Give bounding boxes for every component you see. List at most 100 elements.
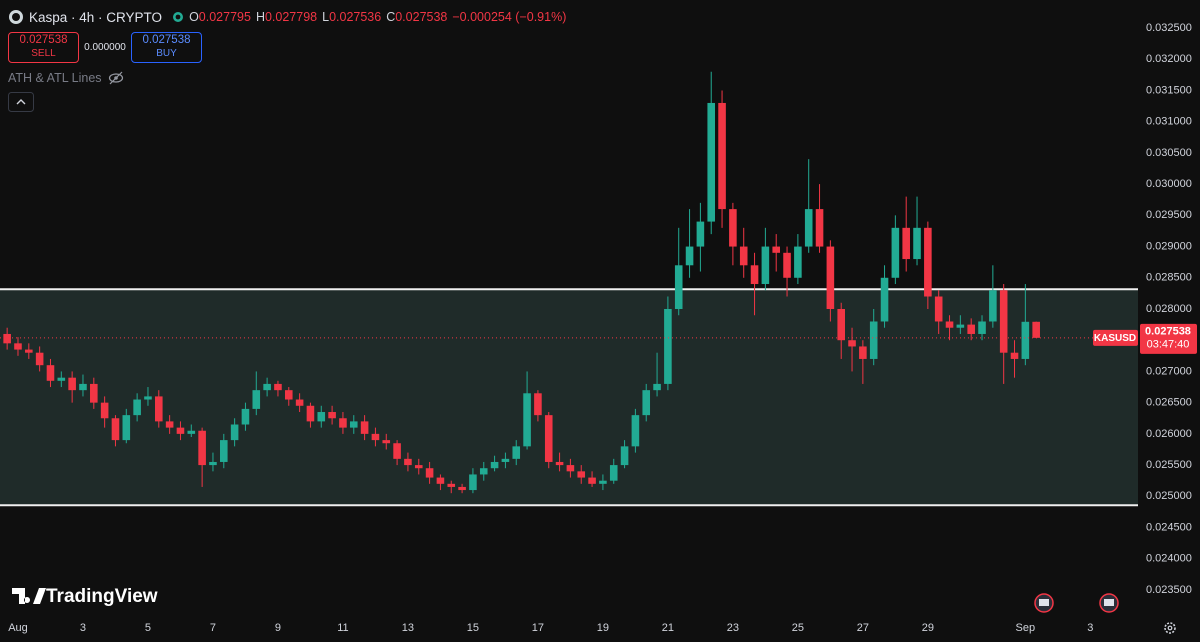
event-flag-icon bbox=[1039, 599, 1049, 606]
candle-body bbox=[924, 227, 932, 297]
settings-icon-core bbox=[1167, 625, 1173, 631]
candle-body bbox=[869, 321, 878, 359]
candle-body bbox=[198, 430, 206, 466]
candle-body bbox=[523, 393, 531, 447]
spread: 0.000000 bbox=[84, 41, 126, 53]
brand-name: TradingView bbox=[46, 586, 158, 607]
candle-body bbox=[111, 418, 120, 441]
y-tick-label: 0.032500 bbox=[1146, 22, 1192, 34]
candle-body bbox=[642, 390, 651, 416]
candle-body bbox=[794, 246, 802, 278]
candle-body bbox=[967, 324, 975, 334]
candle-body bbox=[317, 412, 326, 422]
countdown: 03:47:40 bbox=[1147, 339, 1190, 351]
candle-body bbox=[729, 209, 737, 247]
buy-price: 0.027538 bbox=[142, 34, 191, 46]
candle-body bbox=[978, 321, 986, 334]
candle-body bbox=[848, 340, 856, 347]
x-tick-label: 15 bbox=[467, 622, 479, 634]
price-tag-bg bbox=[1140, 323, 1197, 354]
candle-body bbox=[209, 461, 217, 466]
candle-body bbox=[284, 390, 293, 400]
candle-body bbox=[577, 471, 586, 478]
collapse-row bbox=[8, 92, 566, 112]
settings-icon bbox=[1164, 622, 1176, 634]
candle-body bbox=[46, 365, 55, 381]
chart-header: Kaspa · 4h · CRYPTO O 0.027795 H 0.027798 … bbox=[8, 7, 566, 112]
x-tick-label: 5 bbox=[145, 622, 151, 634]
hidden-icon[interactable] bbox=[108, 71, 124, 85]
candle-body bbox=[999, 290, 1008, 353]
candle-body bbox=[425, 468, 434, 478]
candle-body bbox=[469, 474, 477, 491]
candle-body bbox=[620, 446, 629, 466]
buy-button[interactable]: 0.027538 BUY bbox=[131, 31, 202, 63]
candle-body bbox=[187, 430, 196, 434]
x-tick-label: Aug bbox=[8, 622, 28, 634]
candle-body bbox=[436, 477, 445, 484]
x-tick-label: 19 bbox=[597, 622, 609, 634]
candle-body bbox=[57, 377, 66, 381]
l-value: 0.027536 bbox=[329, 10, 382, 24]
candle-body bbox=[144, 396, 152, 400]
sell-label: SELL bbox=[31, 48, 56, 59]
x-tick-label: 29 bbox=[922, 622, 934, 634]
x-tick-label: 25 bbox=[792, 622, 804, 634]
candle-body bbox=[230, 424, 239, 441]
o-label: O bbox=[189, 10, 199, 24]
candle-body bbox=[252, 390, 261, 409]
candle-body bbox=[393, 443, 401, 459]
candle-body bbox=[696, 221, 705, 247]
candle-body bbox=[90, 383, 98, 403]
collapse-button[interactable] bbox=[8, 92, 34, 112]
x-tick-label: 23 bbox=[727, 622, 739, 634]
candle-body bbox=[479, 468, 488, 475]
brand-mark bbox=[12, 588, 46, 604]
x-tick-label: 17 bbox=[532, 622, 544, 634]
l-label: L bbox=[322, 10, 330, 24]
candle-body bbox=[328, 412, 336, 419]
candle-body bbox=[241, 408, 250, 425]
candle-body bbox=[804, 209, 813, 247]
candle-body bbox=[880, 277, 889, 322]
event-flag-icon bbox=[1104, 599, 1114, 606]
candle-body bbox=[555, 461, 564, 466]
candle-body bbox=[414, 465, 423, 469]
x-tick-label: 9 bbox=[275, 622, 281, 634]
candle-body bbox=[490, 461, 499, 469]
y-tick-label: 0.030500 bbox=[1146, 147, 1192, 159]
candle-body bbox=[544, 415, 553, 462]
candle-body bbox=[772, 246, 781, 253]
candle-body bbox=[371, 433, 380, 441]
candle-body bbox=[739, 246, 748, 266]
symbol[interactable]: Kaspa · 4h · CRYPTO bbox=[29, 9, 163, 25]
candle-body bbox=[664, 308, 672, 384]
y-tick-label: 0.031000 bbox=[1146, 116, 1192, 128]
candle-body bbox=[934, 296, 943, 322]
candle-body bbox=[609, 465, 618, 481]
candle-body bbox=[1010, 352, 1019, 359]
status-dot bbox=[173, 12, 184, 22]
sell-button[interactable]: 0.027538 SELL bbox=[8, 31, 79, 63]
y-tick-label: 0.023500 bbox=[1146, 584, 1192, 596]
candle-body bbox=[79, 383, 87, 391]
y-tick-label: 0.026000 bbox=[1146, 428, 1192, 440]
indicator-name[interactable]: ATH & ATL Lines bbox=[8, 71, 102, 85]
candle-body bbox=[685, 246, 694, 266]
candle-body bbox=[761, 246, 770, 285]
y-tick-label: 0.027000 bbox=[1146, 365, 1192, 377]
candle-body bbox=[3, 333, 11, 344]
x-tick-label: Sep bbox=[1016, 622, 1036, 634]
y-tick-label: 0.032000 bbox=[1146, 53, 1192, 65]
candle-body bbox=[674, 265, 683, 309]
candle-body bbox=[750, 265, 759, 285]
candle-body bbox=[165, 421, 174, 428]
y-tick-label: 0.031500 bbox=[1146, 84, 1192, 96]
symbol-tag-bg bbox=[1093, 329, 1138, 346]
candle-body bbox=[815, 209, 824, 247]
c-value: 0.027538 bbox=[395, 10, 448, 24]
legend-row: Kaspa · 4h · CRYPTO O 0.027795 H 0.027798 … bbox=[8, 7, 566, 27]
symbol-tag: KASUSD bbox=[1094, 333, 1136, 344]
candle-body bbox=[891, 227, 900, 278]
